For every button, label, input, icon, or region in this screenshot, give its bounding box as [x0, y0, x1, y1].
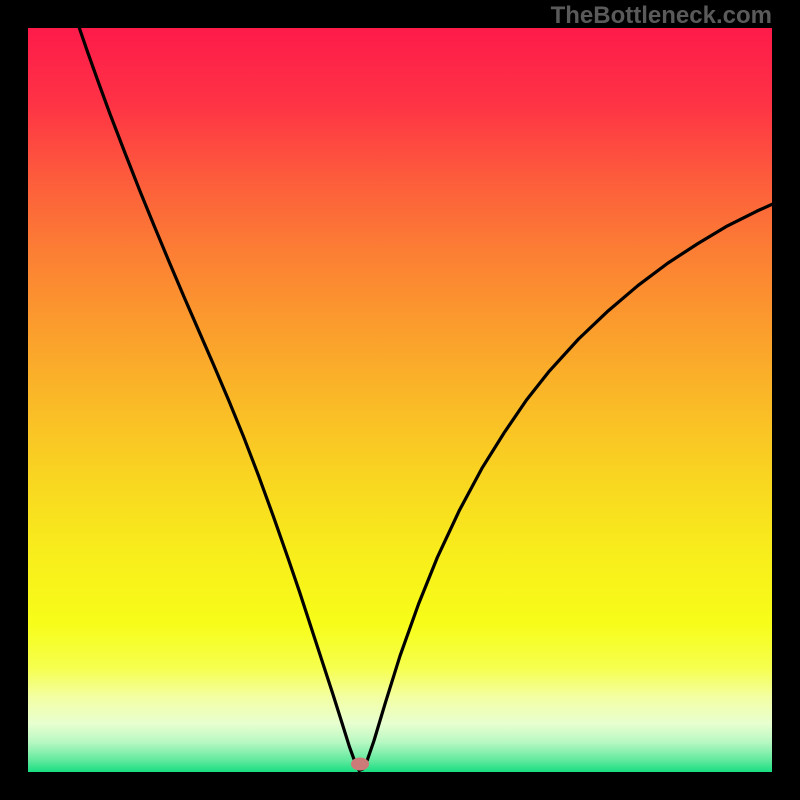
plot-area: [28, 28, 772, 772]
minimum-marker: [351, 757, 369, 770]
watermark-text: TheBottleneck.com: [551, 2, 772, 30]
chart-container: TheBottleneck.com: [0, 0, 800, 800]
